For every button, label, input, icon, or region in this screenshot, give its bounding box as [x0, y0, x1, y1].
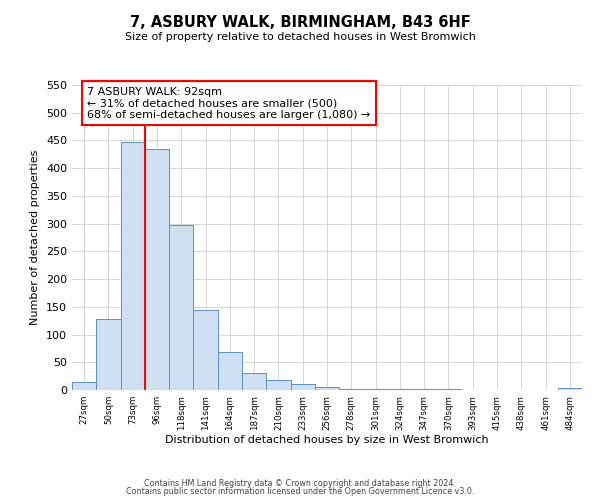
Bar: [315, 386, 339, 390]
Bar: [266, 380, 290, 390]
Bar: [242, 374, 266, 390]
Text: Size of property relative to detached houses in West Bromwich: Size of property relative to detached ho…: [125, 32, 475, 42]
Bar: [96, 319, 121, 390]
Text: 7 ASBURY WALK: 92sqm
← 31% of detached houses are smaller (500)
68% of semi-deta: 7 ASBURY WALK: 92sqm ← 31% of detached h…: [88, 86, 371, 120]
Text: Contains public sector information licensed under the Open Government Licence v3: Contains public sector information licen…: [126, 487, 474, 496]
Bar: [558, 388, 582, 390]
Bar: [218, 352, 242, 390]
Bar: [193, 310, 218, 390]
Bar: [169, 224, 193, 390]
Text: Contains HM Land Registry data © Crown copyright and database right 2024.: Contains HM Land Registry data © Crown c…: [144, 478, 456, 488]
X-axis label: Distribution of detached houses by size in West Bromwich: Distribution of detached houses by size …: [165, 436, 489, 446]
Bar: [145, 149, 169, 390]
Y-axis label: Number of detached properties: Number of detached properties: [31, 150, 40, 325]
Bar: [121, 142, 145, 390]
Bar: [339, 389, 364, 390]
Text: 7, ASBURY WALK, BIRMINGHAM, B43 6HF: 7, ASBURY WALK, BIRMINGHAM, B43 6HF: [130, 15, 470, 30]
Bar: [72, 382, 96, 390]
Bar: [290, 384, 315, 390]
Bar: [364, 389, 388, 390]
